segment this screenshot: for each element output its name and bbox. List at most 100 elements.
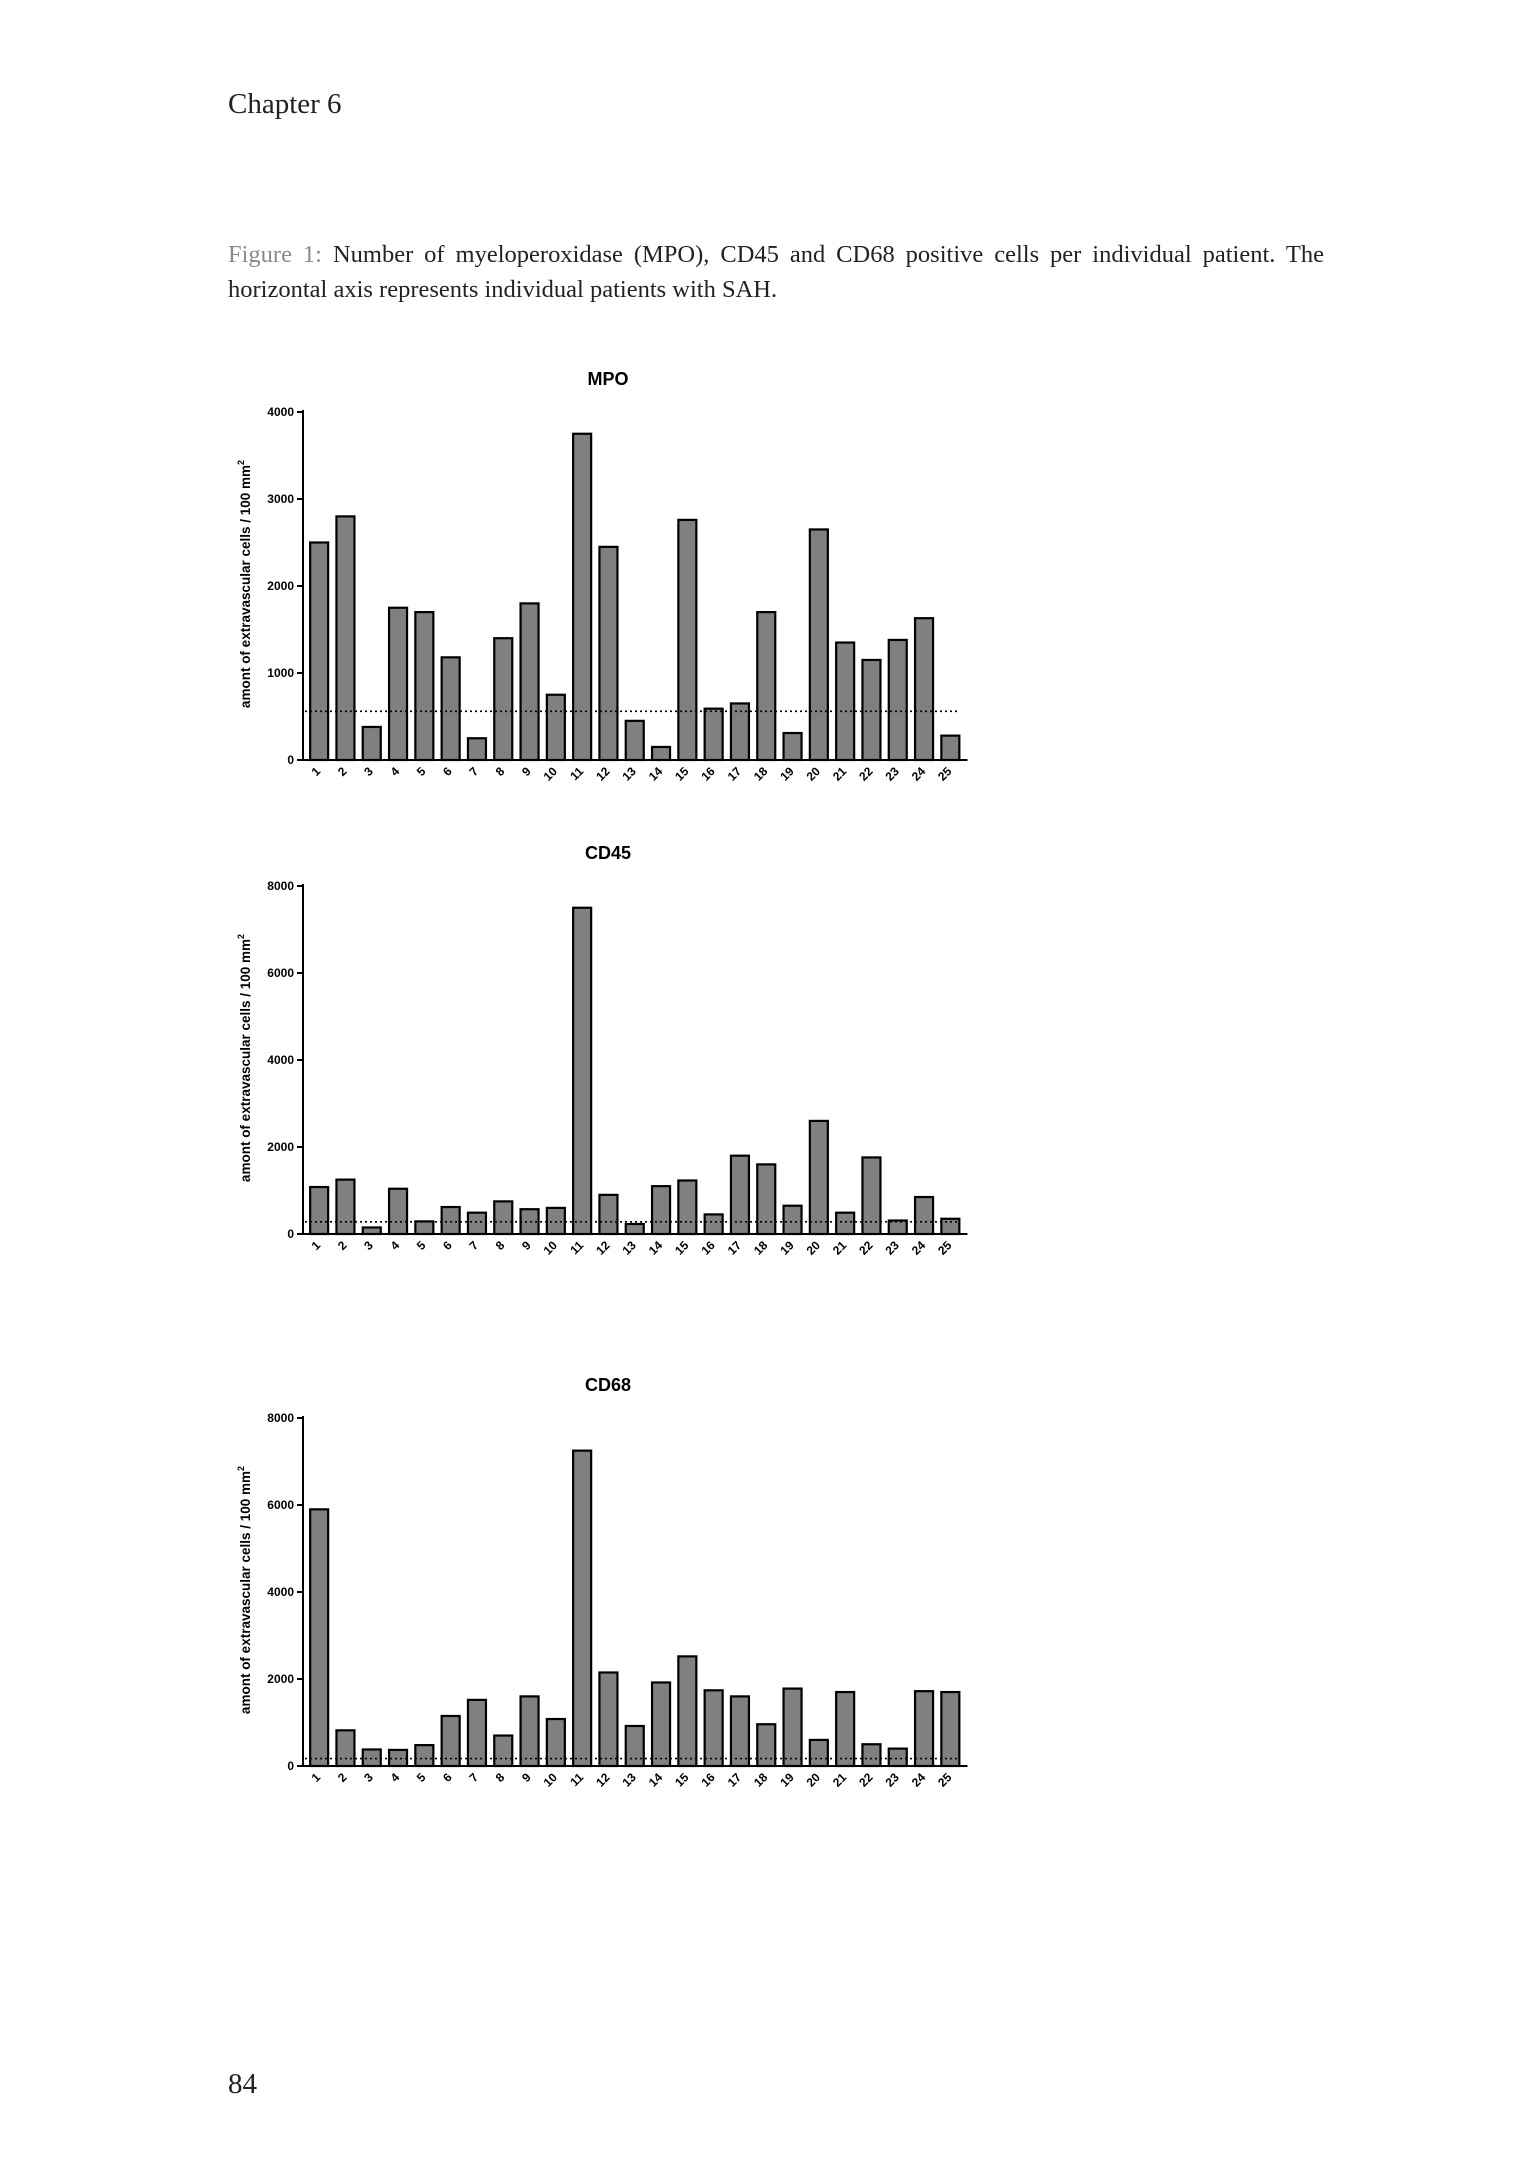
cd68-bar bbox=[782, 1687, 803, 1768]
cd45-x-tick-label: 21 bbox=[830, 1238, 850, 1258]
cd45-x-tick-label: 12 bbox=[593, 1238, 613, 1258]
cd45-x-tick-label: 22 bbox=[856, 1238, 876, 1258]
mpo-y-tick-label: 4000 bbox=[267, 405, 294, 419]
cd45-y-tick-label: 4000 bbox=[267, 1053, 294, 1067]
cd68-bar bbox=[835, 1690, 856, 1768]
cd68-x-tick-label: 23 bbox=[883, 1770, 903, 1790]
cd68-y-tick-label: 2000 bbox=[267, 1672, 294, 1686]
cd68-x-tick-label: 7 bbox=[466, 1770, 481, 1785]
mpo-bar bbox=[545, 693, 566, 762]
cd68-x-tick-label: 11 bbox=[567, 1770, 586, 1789]
cd45-x-tick-label: 7 bbox=[466, 1238, 481, 1253]
mpo-x-tick-label: 25 bbox=[935, 764, 955, 784]
mpo-x-tick-label: 10 bbox=[541, 764, 561, 784]
mpo-x-tick-label: 21 bbox=[830, 764, 850, 784]
cd45-y-tick-label: 8000 bbox=[267, 879, 294, 893]
cd45-bar bbox=[598, 1193, 619, 1236]
cd45-x-tick-label: 5 bbox=[414, 1238, 429, 1253]
cd45-y-tick-label: 6000 bbox=[267, 966, 294, 980]
cd45-bar bbox=[756, 1163, 777, 1236]
cd68-y-axis-label: amont of extravascular cells / 100 mm2 bbox=[236, 1466, 253, 1714]
mpo-x-tick-label: 13 bbox=[620, 764, 640, 784]
cd45-bar bbox=[835, 1211, 856, 1236]
cd45-x-tick-label: 17 bbox=[725, 1238, 745, 1258]
cd45-y-tick-label: 2000 bbox=[267, 1140, 294, 1154]
mpo-bar bbox=[414, 611, 435, 762]
cd45-x-tick-label: 11 bbox=[567, 1238, 586, 1257]
cd68-bar bbox=[361, 1748, 382, 1768]
mpo-x-tick-label: 23 bbox=[883, 764, 903, 784]
mpo-bar bbox=[808, 528, 829, 762]
mpo-bar bbox=[519, 602, 540, 762]
mpo-bar bbox=[466, 737, 488, 762]
cd68-y-tick-label: 4000 bbox=[267, 1585, 294, 1599]
mpo-bar bbox=[940, 734, 961, 762]
cd68-x-tick-label: 20 bbox=[804, 1770, 824, 1790]
cd68-bar bbox=[940, 1690, 961, 1768]
cd45-x-tick-label: 13 bbox=[620, 1238, 640, 1258]
mpo-bar bbox=[650, 745, 672, 762]
cd45-x-tick-label: 23 bbox=[883, 1238, 903, 1258]
mpo-bar bbox=[440, 656, 461, 762]
cd45-bar bbox=[572, 906, 593, 1236]
cd68-bar bbox=[387, 1748, 409, 1768]
mpo-bar bbox=[703, 707, 724, 762]
mpo-x-tick-label: 14 bbox=[646, 764, 666, 784]
cd68-bar bbox=[703, 1689, 724, 1768]
mpo-bar bbox=[756, 611, 777, 762]
cd45-x-tick-label: 24 bbox=[909, 1238, 929, 1258]
cd45-x-tick-label: 3 bbox=[361, 1238, 376, 1253]
cd68-bar bbox=[545, 1717, 566, 1768]
cd68-bar bbox=[598, 1671, 619, 1768]
cd68-bar bbox=[861, 1743, 882, 1768]
cd68-x-tick-label: 13 bbox=[620, 1770, 640, 1790]
cd45-x-tick-label: 25 bbox=[935, 1238, 955, 1258]
mpo-x-tick-label: 11 bbox=[567, 764, 586, 783]
cd68-x-tick-label: 12 bbox=[593, 1770, 613, 1790]
cd45-x-tick-label: 2 bbox=[335, 1238, 350, 1253]
mpo-x-tick-label: 16 bbox=[698, 764, 718, 784]
mpo-x-tick-label: 12 bbox=[593, 764, 613, 784]
mpo-bar bbox=[493, 637, 514, 762]
cd45-x-tick-label: 8 bbox=[493, 1238, 508, 1253]
cd45-x-tick-label: 19 bbox=[777, 1238, 797, 1258]
mpo-x-tick-label: 19 bbox=[777, 764, 797, 784]
mpo-title: MPO bbox=[587, 369, 628, 389]
cd68-x-tick-label: 16 bbox=[698, 1770, 718, 1790]
figure-caption: Figure 1: Number of myeloperoxidase (MPO… bbox=[228, 237, 1324, 307]
cd68-x-tick-label: 17 bbox=[725, 1770, 745, 1790]
mpo-bar bbox=[335, 515, 356, 762]
mpo-x-tick-label: 18 bbox=[751, 764, 771, 784]
cd68-x-tick-label: 14 bbox=[646, 1770, 666, 1790]
cd45-x-tick-label: 10 bbox=[541, 1238, 561, 1258]
mpo-y-tick-label: 0 bbox=[287, 753, 294, 767]
cd45-x-tick-label: 1 bbox=[309, 1238, 324, 1253]
page-number: 84 bbox=[228, 2068, 257, 2100]
cd68-x-tick-label: 24 bbox=[909, 1770, 929, 1790]
cd68-bar bbox=[440, 1714, 461, 1768]
cd45-y-tick-label: 0 bbox=[287, 1227, 294, 1241]
cd68-bar bbox=[677, 1655, 698, 1768]
mpo-bar bbox=[361, 725, 382, 762]
mpo-x-tick-label: 9 bbox=[519, 764, 534, 779]
cd45-y-axis-label: amont of extravascular cells / 100 mm2 bbox=[236, 934, 253, 1182]
cd68-x-tick-label: 22 bbox=[856, 1770, 876, 1790]
mpo-x-tick-label: 7 bbox=[466, 764, 481, 779]
mpo-x-tick-label: 6 bbox=[440, 764, 455, 779]
cd68-bar bbox=[729, 1695, 751, 1768]
cd68-x-tick-label: 15 bbox=[672, 1770, 692, 1790]
cd45-bar bbox=[335, 1178, 356, 1236]
cd68-x-tick-label: 1 bbox=[309, 1770, 324, 1785]
mpo-bar bbox=[677, 518, 698, 762]
cd68-chart: CD68 amont of extravascular cells / 100 m… bbox=[236, 1375, 968, 1790]
mpo-x-tick-label: 22 bbox=[856, 764, 876, 784]
cd68-x-tick-label: 25 bbox=[935, 1770, 955, 1790]
cd45-bar bbox=[309, 1185, 330, 1236]
cd68-x-tick-label: 19 bbox=[777, 1770, 797, 1790]
mpo-x-tick-label: 1 bbox=[309, 764, 324, 779]
mpo-x-tick-label: 3 bbox=[361, 764, 376, 779]
cd68-y-tick-label: 8000 bbox=[267, 1411, 294, 1425]
cd45-x-tick-label: 14 bbox=[646, 1238, 666, 1258]
cd45-bar bbox=[361, 1226, 382, 1236]
mpo-bar bbox=[598, 545, 619, 762]
